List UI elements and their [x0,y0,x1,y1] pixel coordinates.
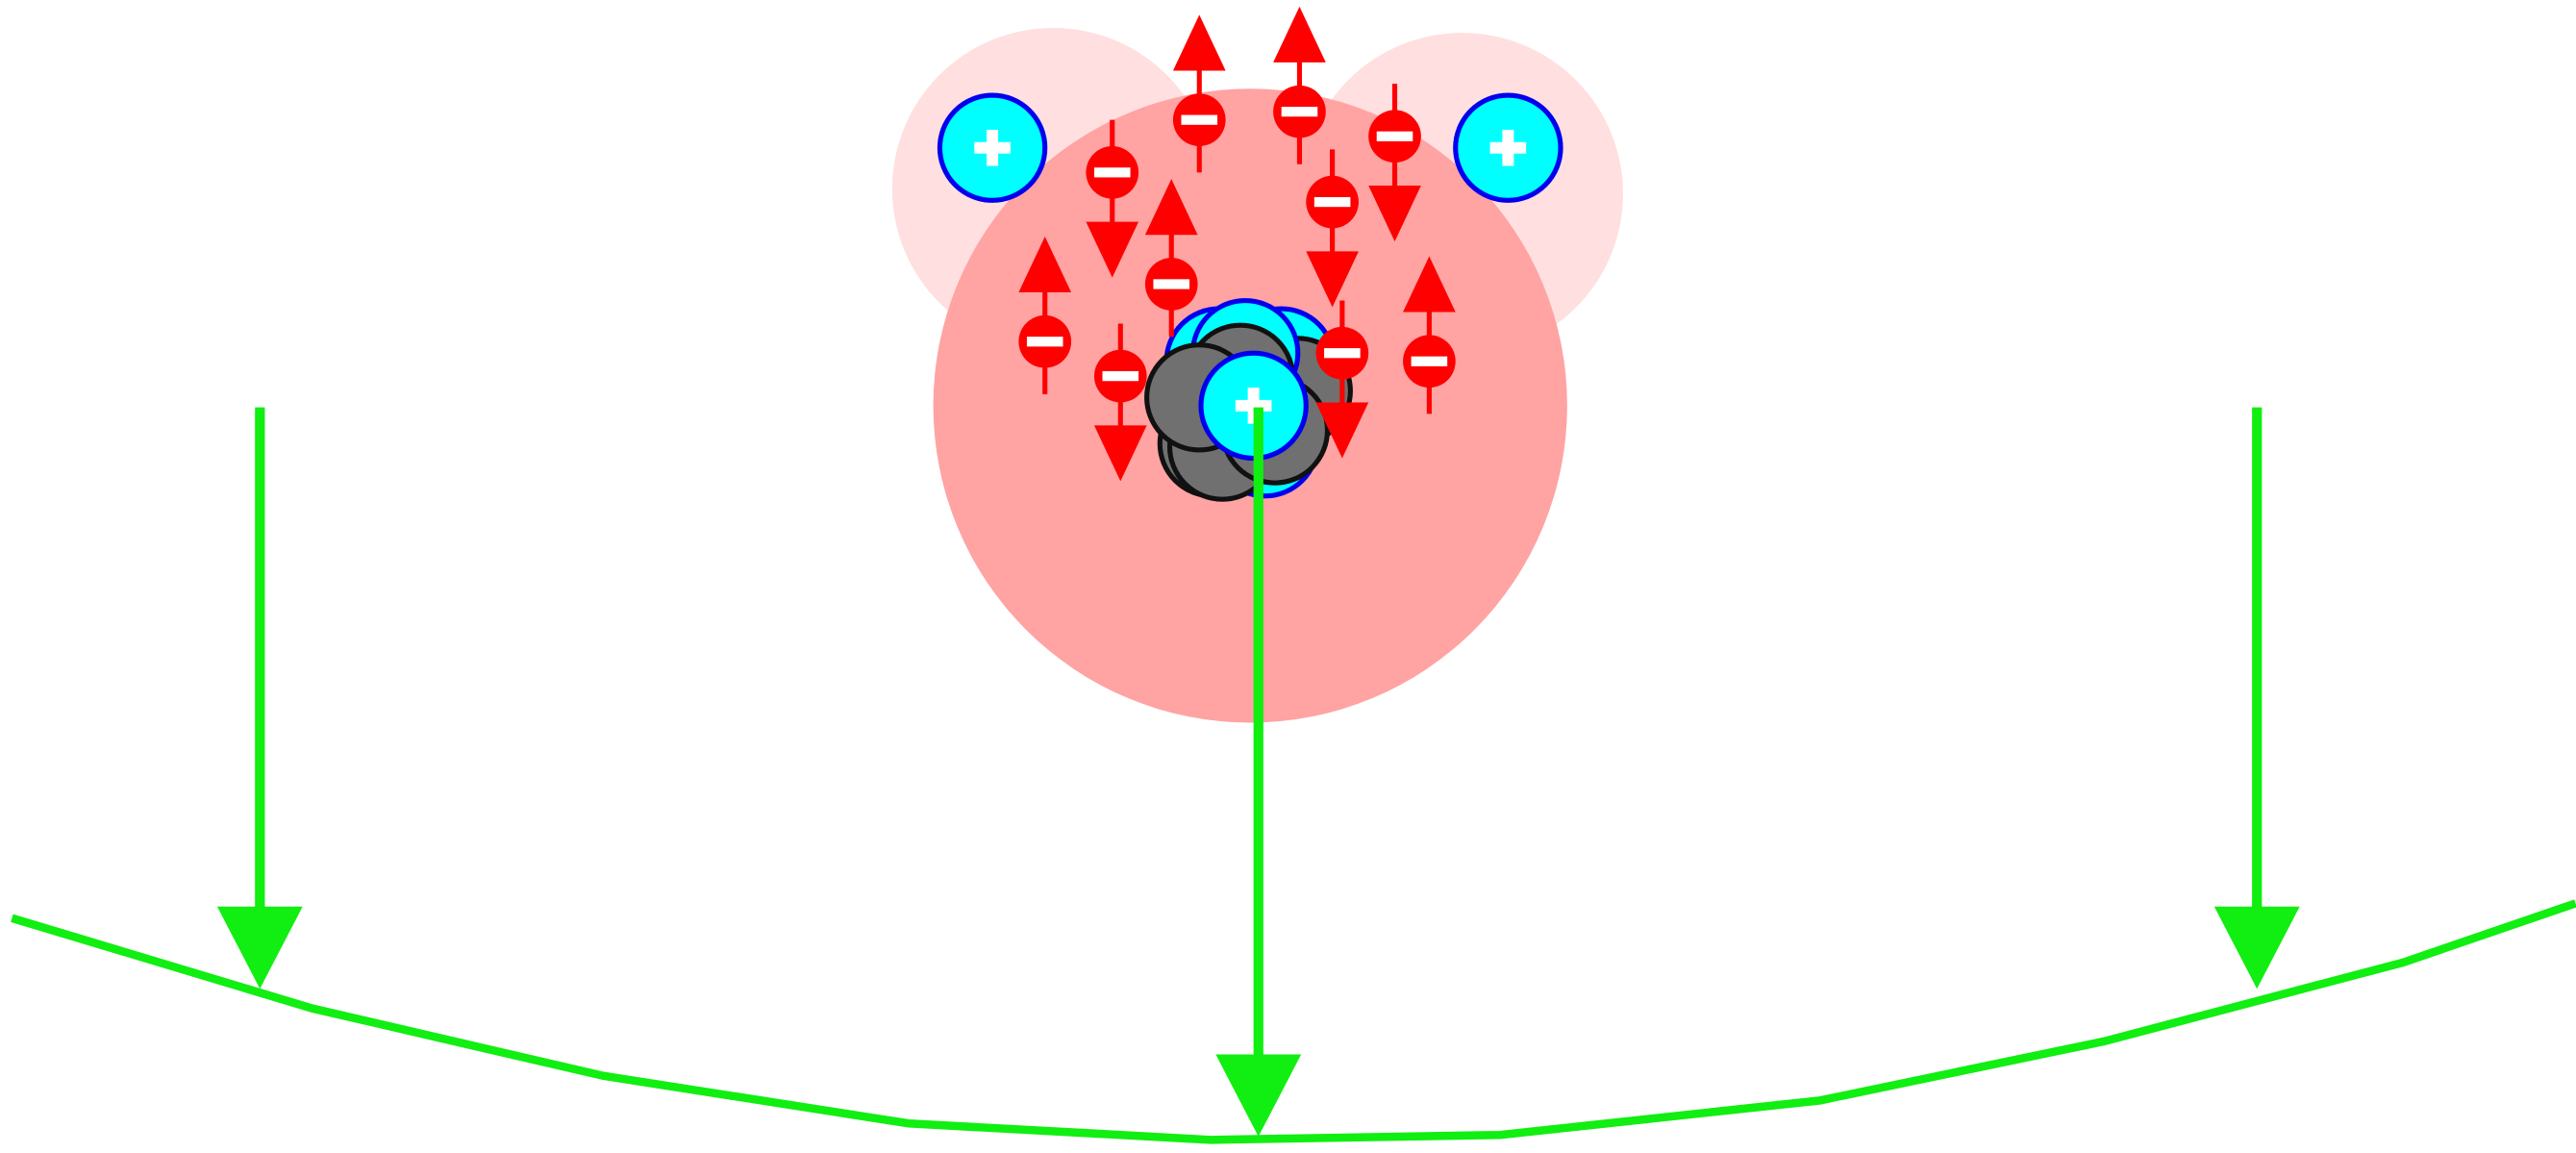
electron-arrow-head [1306,251,1359,308]
electron [1403,256,1456,414]
field-curve [11,899,2576,1144]
electron-arrow-head [1368,186,1421,242]
minus-sign [1281,107,1318,117]
minus-sign [1093,167,1131,178]
electron-arrow-head [1315,402,1369,459]
proton [937,92,1048,203]
electron [1093,323,1147,482]
electron [1018,236,1072,394]
electron-arrow-head [1018,236,1072,293]
plus-sign [1502,129,1514,166]
electron [1315,300,1369,459]
field-arrow [2213,407,2300,990]
plus-sign [1247,388,1260,424]
electron [1273,6,1326,164]
electron [1144,179,1198,338]
minus-sign [1102,371,1139,382]
plus-sign [987,129,999,166]
minus-sign [1313,196,1351,208]
electron [1306,149,1359,308]
proton [1453,92,1563,203]
particles [216,6,2300,1137]
field-arrow [216,407,303,990]
electron-arrow-head [1273,6,1326,63]
minus-sign [1324,348,1361,359]
electron [1172,14,1226,173]
electron-arrow-head [1403,256,1456,313]
electron [1086,119,1139,278]
minus-sign [1153,279,1190,289]
electron-arrow-head [1093,425,1147,482]
minus-sign [1026,337,1063,347]
minus-sign [1411,356,1448,366]
electron-arrow-head [1086,221,1139,278]
electron [1368,84,1421,242]
electron-arrow-head [1172,14,1226,71]
electron-arrow-head [1144,179,1198,236]
minus-sign [1376,131,1413,141]
field-arrow-head [2213,906,2300,990]
minus-sign [1181,114,1218,125]
field-arrow-head [1215,1054,1302,1137]
field-arrow [1215,407,1302,1137]
field-arrow-head [216,906,303,990]
